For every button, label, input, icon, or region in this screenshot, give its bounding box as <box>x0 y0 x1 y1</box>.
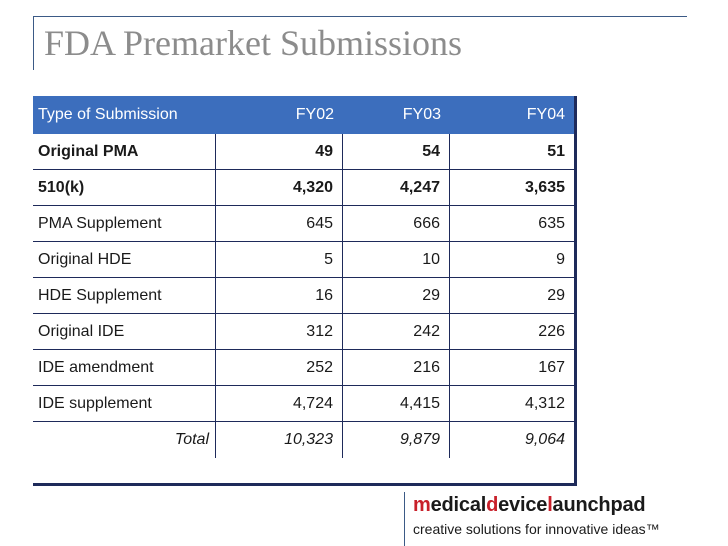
table-header-row: Type of Submission FY02 FY03 FY04 <box>33 96 574 134</box>
cell-fy03: 29 <box>343 278 450 313</box>
cell-fy04: 167 <box>538 358 565 376</box>
frame-left-line <box>33 16 34 70</box>
submissions-table: Type of Submission FY02 FY03 FY04 Origin… <box>33 96 577 486</box>
table-row: IDE amendment 252 216 167 <box>33 350 574 386</box>
table-row: PMA Supplement 645 666 635 <box>33 206 574 242</box>
logo-text-part: l <box>547 494 553 516</box>
cell-fy04: 51 <box>547 142 565 160</box>
row-label: IDE amendment <box>33 350 216 385</box>
company-logo: medicaldevicelaunchpad <box>413 494 646 517</box>
header-fy04: FY04 <box>526 106 565 123</box>
row-label: Original HDE <box>33 242 216 277</box>
row-label: 510(k) <box>33 170 216 205</box>
cell-fy03: 54 <box>343 134 450 169</box>
cell-fy03: 242 <box>343 314 450 349</box>
table-row: IDE supplement 4,724 4,415 4,312 <box>33 386 574 422</box>
cell-fy04: 635 <box>538 214 565 232</box>
cell-fy02: 312 <box>216 314 343 349</box>
logo-tagline: creative solutions for innovative ideas™ <box>413 521 660 537</box>
cell-fy02: 4,320 <box>216 170 343 205</box>
table-total-row: Total 10,323 9,879 9,064 <box>33 422 574 458</box>
cell-fy04: 9 <box>556 250 565 268</box>
cell-fy04: 29 <box>547 286 565 304</box>
cell-fy04: 3,635 <box>524 178 565 196</box>
cell-fy03: 9,879 <box>343 422 450 458</box>
cell-fy04: 226 <box>538 322 565 340</box>
table-row: Original HDE 5 10 9 <box>33 242 574 278</box>
logo-text-part: aunchpad <box>552 494 646 516</box>
row-label: IDE supplement <box>33 386 216 421</box>
cell-fy02: 252 <box>216 350 343 385</box>
row-label: HDE Supplement <box>33 278 216 313</box>
table-row: 510(k) 4,320 4,247 3,635 <box>33 170 574 206</box>
row-label: Original IDE <box>33 314 216 349</box>
logo-text-part: evice <box>498 494 548 516</box>
cell-fy03: 4,247 <box>343 170 450 205</box>
logo-text-part: edical <box>430 494 487 516</box>
cell-fy02: 16 <box>216 278 343 313</box>
cell-fy03: 216 <box>343 350 450 385</box>
page-title: FDA Premarket Submissions <box>44 23 463 63</box>
table-row: Original PMA 49 54 51 <box>33 134 574 170</box>
cell-fy02: 5 <box>216 242 343 277</box>
logo-text-part: m <box>413 494 431 516</box>
logo-text-part: d <box>486 494 499 516</box>
cell-fy03: 4,415 <box>343 386 450 421</box>
table-row: Original IDE 312 242 226 <box>33 314 574 350</box>
cell-fy04: 4,312 <box>524 394 565 412</box>
row-label: Original PMA <box>33 134 216 169</box>
cell-fy03: 666 <box>343 206 450 241</box>
header-type-of-submission: Type of Submission <box>38 106 178 123</box>
cell-fy03: 10 <box>343 242 450 277</box>
row-label: Total <box>33 422 216 458</box>
cell-fy04: 9,064 <box>524 431 565 448</box>
cell-fy02: 645 <box>216 206 343 241</box>
cell-fy02: 49 <box>216 134 343 169</box>
header-fy03: FY03 <box>402 106 441 123</box>
footer-divider <box>404 492 405 546</box>
frame-top-line <box>33 16 687 17</box>
table-row: HDE Supplement 16 29 29 <box>33 278 574 314</box>
cell-fy02: 10,323 <box>216 422 343 458</box>
header-fy02: FY02 <box>295 106 334 123</box>
cell-fy02: 4,724 <box>216 386 343 421</box>
row-label: PMA Supplement <box>33 206 216 241</box>
